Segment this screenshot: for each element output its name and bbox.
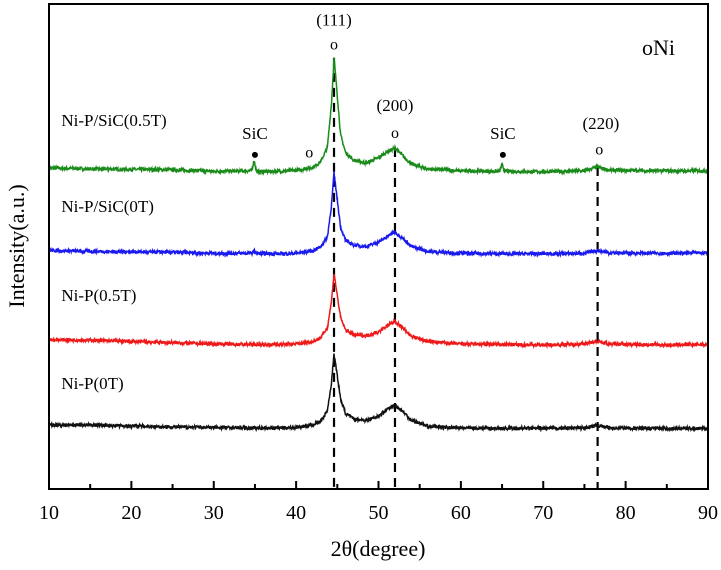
legend-text: oNi [642, 35, 675, 60]
peak-annotation: SiC [242, 124, 268, 143]
series-label-2: Ni-P(0.5T) [61, 286, 136, 305]
peak-annotation: (200) [377, 96, 414, 115]
peak-annotation: o [595, 141, 603, 158]
x-tick-label: 70 [533, 502, 553, 524]
series-label-3: Ni-P(0T) [61, 374, 123, 393]
x-tick-label: 90 [698, 502, 718, 524]
x-tick-label: 30 [204, 502, 224, 524]
peak-annotation: (111) [316, 10, 352, 29]
series-label-1: Ni-P/SiC(0T) [61, 197, 154, 216]
series-line-0 [48, 57, 709, 176]
x-axis-label: 2θ(degree) [330, 536, 426, 561]
x-tick-label: 50 [369, 502, 389, 524]
x-tick-label: 60 [451, 502, 471, 524]
x-tick-label: 20 [121, 502, 141, 524]
x-tick-label: 80 [616, 502, 636, 524]
peak-annotation: (220) [582, 114, 619, 133]
series-line-2 [48, 273, 709, 350]
x-tick-label: 10 [39, 502, 59, 524]
peak-annotation: SiC [490, 124, 516, 143]
series-line-1 [48, 171, 709, 259]
series-line-3 [48, 353, 709, 433]
sic-dot-marker [499, 151, 506, 158]
sic-dot-marker [251, 151, 258, 158]
peak-annotation: o [391, 125, 399, 142]
x-tick-label: 40 [286, 502, 306, 524]
peak-annotation: o [305, 144, 313, 161]
series-label-0: Ni-P/SiC(0.5T) [61, 111, 166, 130]
peak-annotation: o [330, 37, 338, 54]
y-axis-label: Intensity(a.u.) [4, 184, 29, 307]
